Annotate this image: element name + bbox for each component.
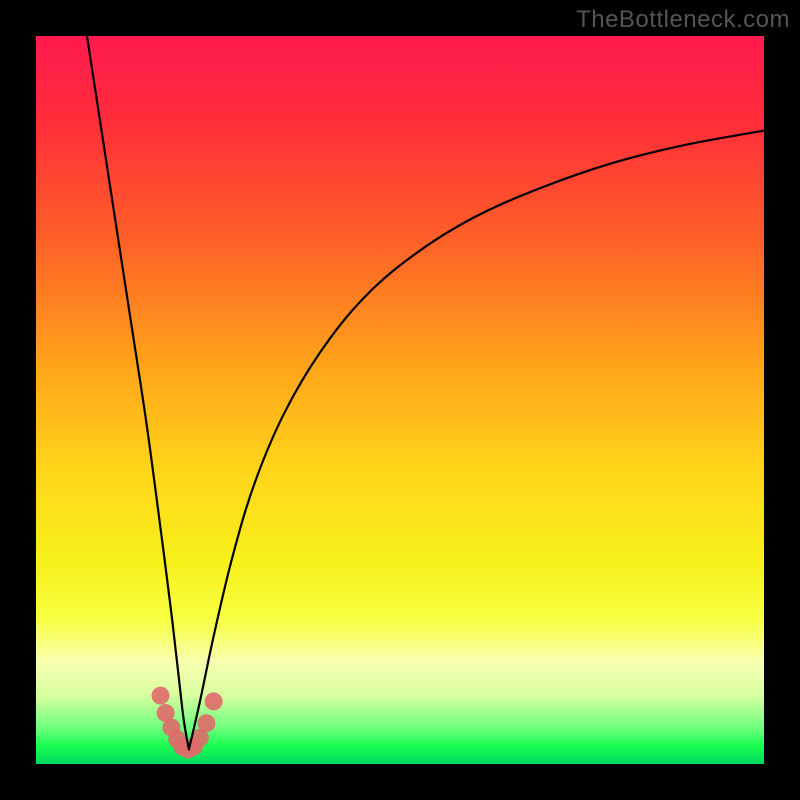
plot-area — [36, 36, 764, 764]
watermark-text: TheBottleneck.com — [576, 6, 790, 34]
curve-marker — [205, 692, 223, 710]
curve-marker — [197, 714, 215, 732]
bottleneck-curve — [87, 36, 764, 749]
chart-frame: TheBottleneck.com — [0, 0, 800, 800]
marker-layer — [151, 687, 222, 759]
curve-marker — [151, 687, 169, 705]
chart-svg — [36, 36, 764, 764]
